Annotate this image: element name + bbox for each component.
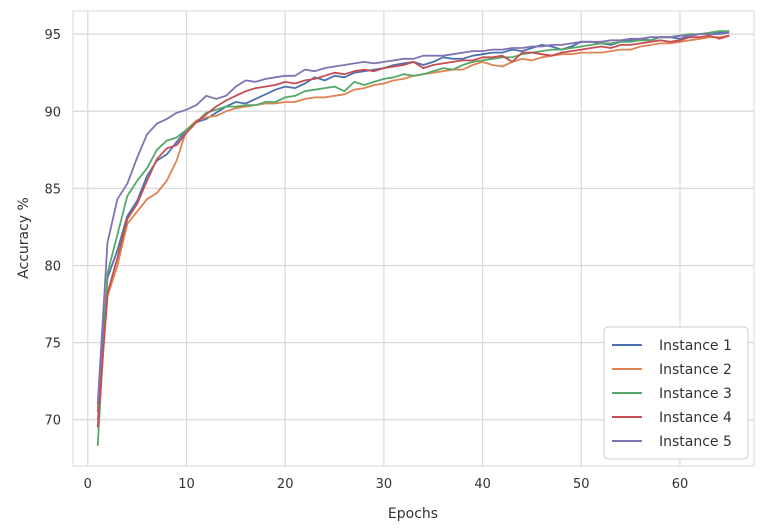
x-tick-label: 20 [277, 477, 294, 492]
series-lines [96, 30, 730, 446]
legend-entry: Instance 5 [659, 434, 732, 450]
legend: Instance 1 Instance 2 Instance 3 Instance 4… [603, 326, 749, 460]
y-tick-label: 85 [44, 182, 61, 197]
series-line-instance-5 [96, 31, 730, 405]
y-tick-labels: 70 75 80 85 90 95 [44, 28, 61, 429]
legend-entry: Instance 4 [659, 410, 732, 426]
x-tick-label: 40 [474, 477, 491, 492]
legend-entry: Instance 2 [659, 362, 732, 378]
legend-box [603, 326, 749, 460]
series-line-instance-4 [96, 34, 730, 428]
x-tick-label: 50 [573, 477, 590, 492]
y-tick-label: 80 [44, 259, 61, 274]
x-tick-label: 10 [178, 477, 195, 492]
x-tick-label: 30 [376, 477, 393, 492]
legend-entry: Instance 3 [659, 386, 732, 402]
y-axis-label: Accuracy % [16, 197, 32, 279]
x-axis-label: Epochs [388, 506, 438, 522]
y-tick-label: 70 [44, 414, 61, 429]
y-tick-label: 90 [44, 105, 61, 120]
y-tick-label: 95 [44, 28, 61, 43]
x-tick-label: 60 [672, 477, 689, 492]
x-tick-labels: 0 10 20 30 40 50 60 [84, 477, 689, 492]
x-tick-label: 0 [84, 477, 92, 492]
legend-entry: Instance 1 [659, 338, 732, 354]
y-tick-label: 75 [44, 337, 61, 352]
